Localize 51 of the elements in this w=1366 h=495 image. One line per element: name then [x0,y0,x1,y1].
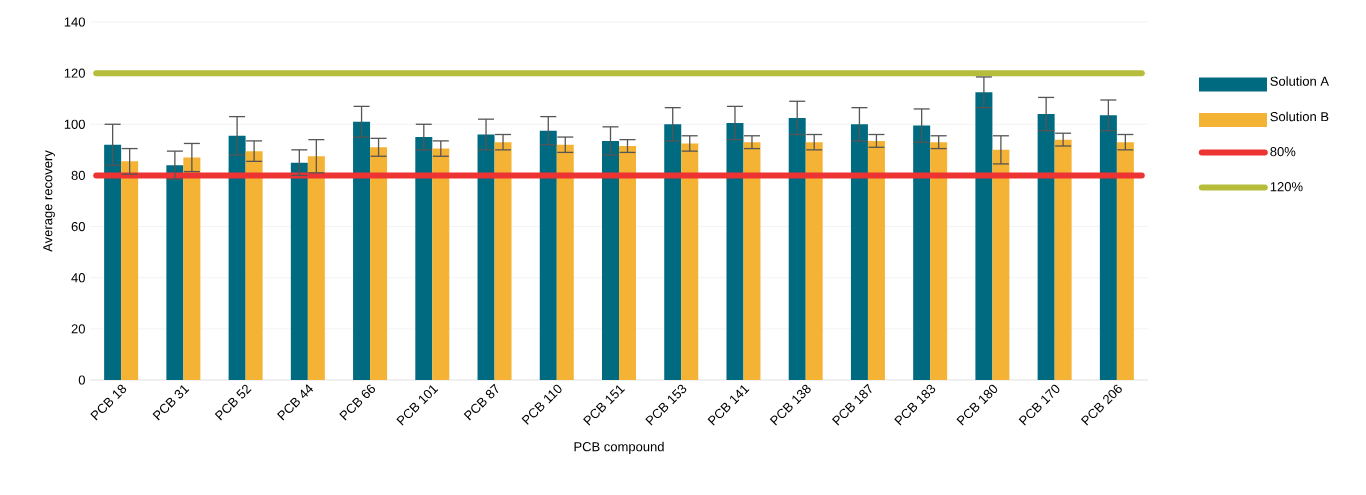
x-tick-label: PCB 52 [214,384,252,421]
bar [1037,114,1055,380]
text: Solution A [1270,76,1329,86]
bar [245,151,263,380]
bar [432,148,450,380]
y-tick-label: 60 [71,221,85,232]
bar [307,156,325,380]
y-tick-label: 140 [64,17,85,27]
y-tick-label: 80 [71,170,85,181]
bar [290,162,308,380]
bar [353,121,371,380]
bar [619,146,636,380]
bar [664,124,682,380]
y-axis-title: Average recovery [43,150,55,252]
y-tick-label: 40 [71,273,85,283]
bar [850,124,868,380]
bar [228,135,246,380]
bar [930,142,948,380]
bar [556,144,574,380]
bar [788,117,806,380]
bar [477,134,495,380]
bar [992,149,1010,380]
bar [1116,142,1134,380]
bar [805,142,823,380]
bar [494,142,512,380]
bar [975,92,993,380]
legend-label: 120% [1270,182,1303,192]
x-tick-label: PCB 170 [1018,384,1060,426]
legend-label: 80% [1270,147,1296,157]
bar [681,143,699,380]
bar [121,161,139,380]
y-tick-label: 120 [64,68,85,78]
bar [726,123,744,380]
bar [539,130,557,380]
x-tick-label: PCB 87 [463,383,499,421]
bar [867,140,885,380]
text: Solution B [1270,111,1329,122]
bar [1099,115,1117,380]
bar [104,144,122,380]
x-axis-title: PCB compound [574,441,664,454]
bar [370,147,388,380]
bar [415,137,433,380]
bar [602,140,619,380]
bar [913,125,931,380]
bar [183,157,201,380]
y-tick-label: 0 [78,375,85,385]
bar [166,165,184,380]
bar [743,142,761,380]
y-tick-label: 100 [64,119,85,129]
y-tick-label: 20 [71,324,85,334]
bar [1054,139,1072,380]
